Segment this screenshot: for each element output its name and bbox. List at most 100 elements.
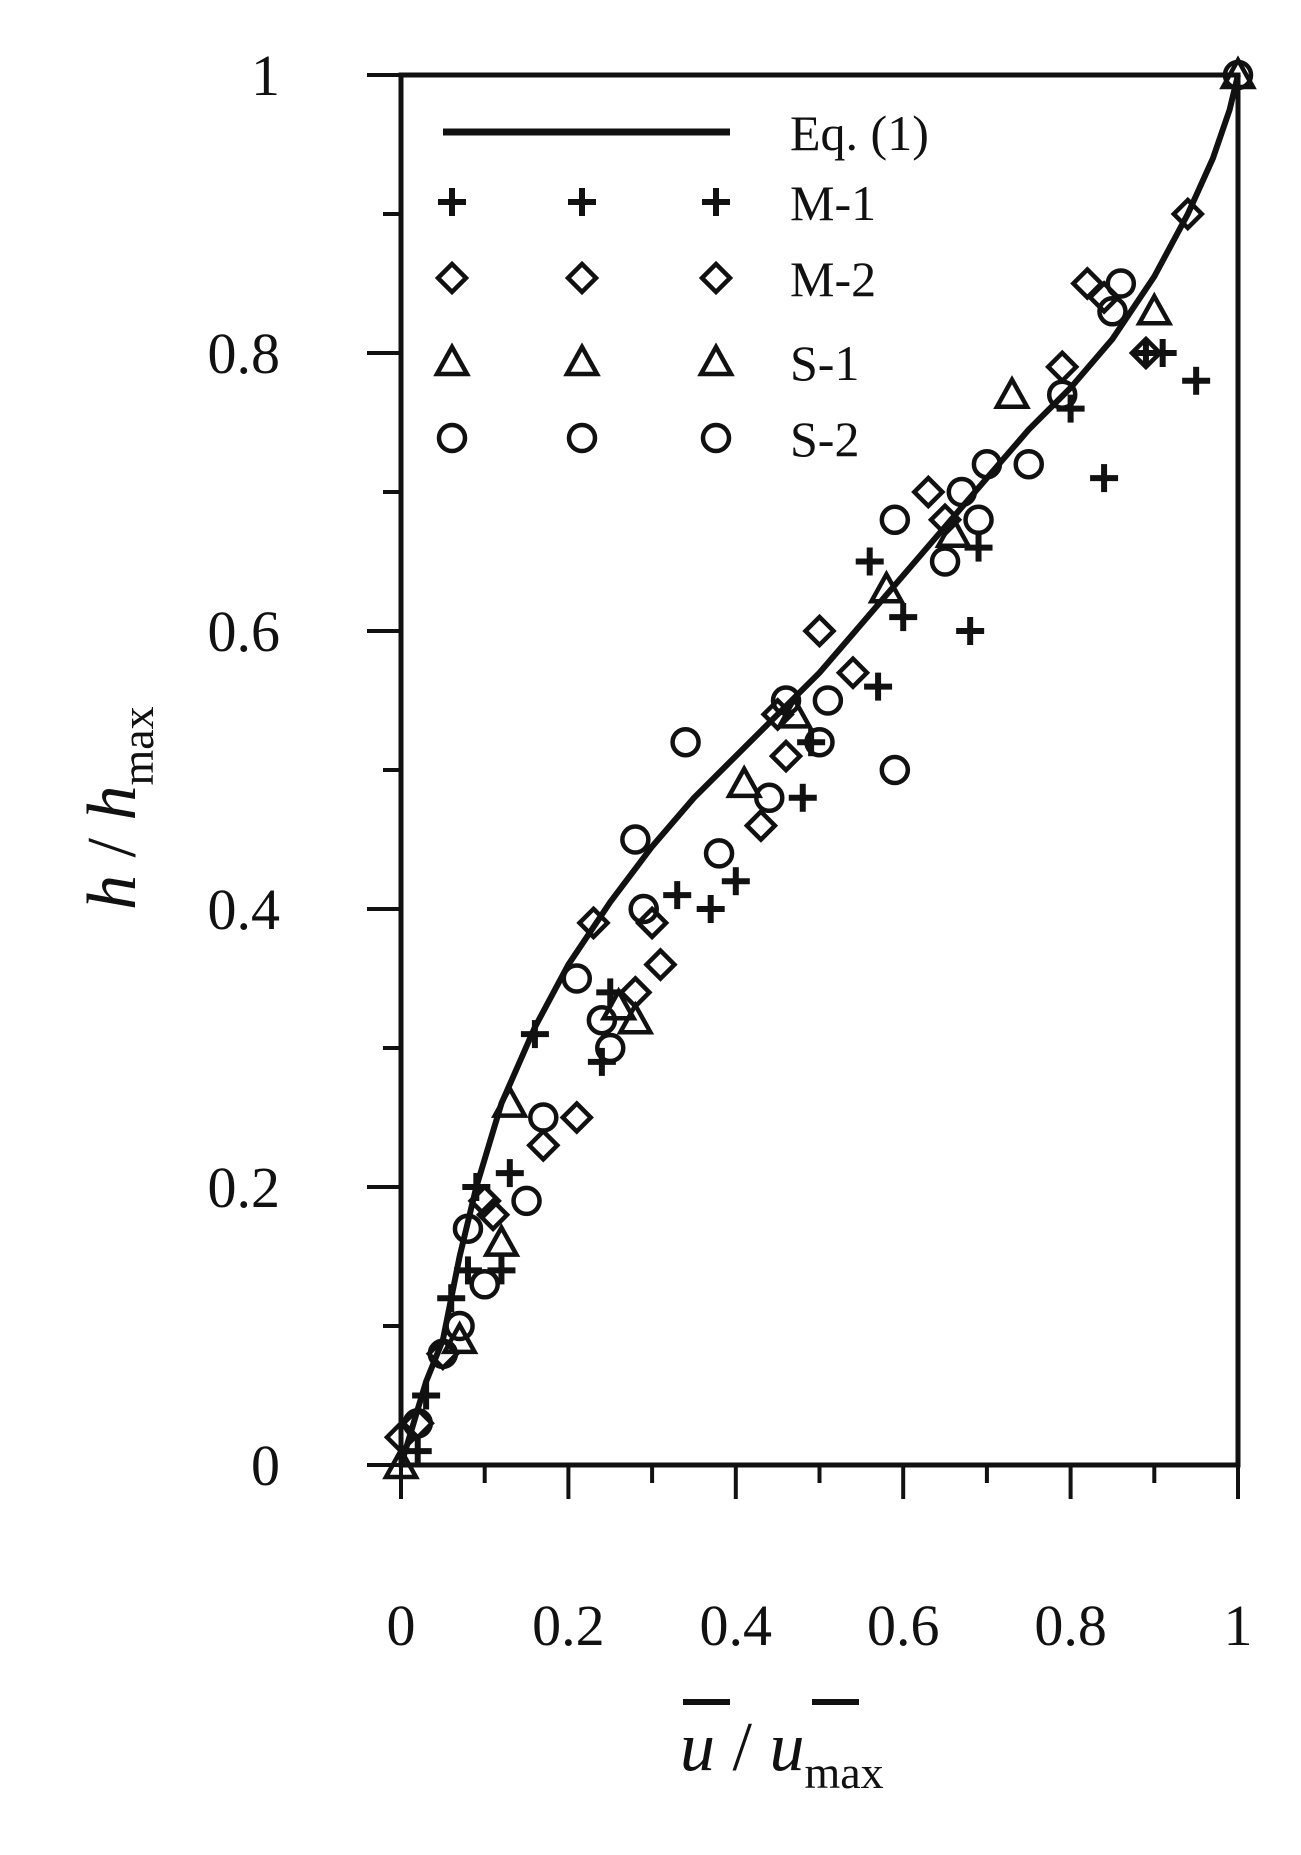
point-s-1 <box>490 1083 529 1118</box>
point-m-1 <box>721 867 750 896</box>
point-m-2 <box>559 1100 594 1135</box>
point-s-2 <box>1097 296 1128 327</box>
y-tick-label: 0.6 <box>208 599 281 664</box>
point-s-1 <box>599 986 638 1021</box>
y-tick-label: 0 <box>251 1433 280 1498</box>
x-tick-label: 0.4 <box>700 1593 773 1658</box>
point-s-2 <box>452 1213 484 1244</box>
x-tick-label: 0.2 <box>532 1593 605 1658</box>
point-s-2 <box>879 754 911 786</box>
point-m-1 <box>696 895 725 923</box>
x-axis-tick-labels: 0 0.2 0.4 0.6 0.8 1 <box>387 1593 1253 1658</box>
x-axis-ticks <box>399 1465 1240 1499</box>
point-m-1 <box>788 783 817 812</box>
legend-marker-m-1 <box>568 188 596 216</box>
point-s-1 <box>482 1222 521 1257</box>
point-s-2 <box>770 685 802 716</box>
point-s-2 <box>1046 379 1078 410</box>
x-title-main: u <box>680 1709 715 1786</box>
point-s-2 <box>1222 59 1254 91</box>
legend-marker-m-2 <box>564 260 600 296</box>
y-title-main2: h <box>74 786 151 821</box>
point-s-1 <box>934 514 973 548</box>
point-s-2 <box>1105 268 1137 299</box>
point-m-1 <box>495 1159 524 1188</box>
point-m-2 <box>526 1128 561 1163</box>
legend-marker-s-2 <box>436 422 468 454</box>
point-s-2 <box>586 1004 618 1036</box>
point-s-2 <box>444 1310 475 1342</box>
point-s-2 <box>620 824 651 855</box>
point-s-2 <box>703 838 735 869</box>
series-s-2 <box>402 59 1254 1439</box>
point-s-2 <box>528 1102 559 1133</box>
point-s-2 <box>427 1338 459 1370</box>
point-m-2 <box>743 808 779 843</box>
point-m-1 <box>453 1256 482 1285</box>
point-m-1 <box>864 672 893 701</box>
point-s-2 <box>511 1185 542 1217</box>
y-title-sep: / <box>74 821 151 875</box>
point-s-2 <box>879 504 911 536</box>
legend-marker-s-1 <box>433 342 471 377</box>
legend-label-eq1: Eq. (1) <box>790 105 929 161</box>
point-s-1 <box>382 1445 420 1480</box>
point-s-1 <box>993 375 1031 409</box>
x-tick-label: 0 <box>387 1593 416 1658</box>
x-title-sub: max <box>804 1747 883 1798</box>
point-m-1 <box>412 1381 441 1410</box>
point-m-2 <box>1170 196 1205 232</box>
point-s-2 <box>754 782 785 814</box>
point-m-1 <box>520 1020 549 1049</box>
x-tick-label: 0.8 <box>1034 1593 1107 1658</box>
y-tick-label: 1 <box>251 43 280 108</box>
x-axis-title: u / umax <box>680 1699 884 1798</box>
point-s-2 <box>929 546 961 577</box>
y-title-sub: max <box>112 706 163 785</box>
legend-marker-s-1 <box>563 342 601 377</box>
y-axis-tick-labels: 0 0.2 0.4 0.6 0.8 1 <box>208 43 281 1498</box>
legend-marker-m-1 <box>438 188 466 216</box>
x-title-main2: u <box>769 1709 804 1786</box>
point-m-1 <box>956 617 985 645</box>
legend-marker-s-1 <box>697 342 735 377</box>
legend-label-m-2: M-2 <box>790 251 876 307</box>
point-s-2 <box>469 1269 500 1300</box>
point-m-1 <box>487 1256 516 1285</box>
legend-label-m-1: M-1 <box>790 175 876 231</box>
point-s-1 <box>1135 291 1174 326</box>
x-title-sep: / <box>715 1709 769 1786</box>
legend-marker-s-2 <box>700 422 732 454</box>
point-m-2 <box>467 1183 502 1219</box>
point-m-2 <box>475 1197 511 1232</box>
svg-text:u / umax: u / umax <box>680 1709 884 1798</box>
point-s-1 <box>725 764 763 799</box>
x-tick-label: 1 <box>1224 1593 1253 1658</box>
point-m-2 <box>835 655 871 690</box>
data-markers <box>382 55 1257 1480</box>
legend-marker-m-2 <box>698 260 734 296</box>
point-m-1 <box>663 881 692 910</box>
y-tick-label: 0.2 <box>208 1155 281 1220</box>
y-title-main: h <box>74 875 151 910</box>
point-m-1 <box>1090 464 1119 493</box>
point-m-1 <box>855 547 884 576</box>
legend: Eq. (1) M-1 M-2 S-1 S-2 <box>433 105 929 467</box>
y-axis-ticks <box>367 73 401 1467</box>
point-s-2 <box>628 893 659 925</box>
point-m-1 <box>403 1437 432 1466</box>
legend-marker-m-2 <box>434 260 470 296</box>
point-s-2 <box>946 476 978 508</box>
series-s-1 <box>382 55 1257 1480</box>
point-s-2 <box>971 448 1003 480</box>
point-s-2 <box>561 963 593 994</box>
point-m-2 <box>634 905 670 941</box>
x-tick-label: 0.6 <box>867 1593 940 1658</box>
point-m-2 <box>911 474 946 510</box>
point-m-1 <box>437 1284 466 1313</box>
point-m-1 <box>1182 366 1211 395</box>
point-m-2 <box>768 738 804 774</box>
point-s-2 <box>595 1032 626 1064</box>
point-s-1 <box>867 569 906 604</box>
